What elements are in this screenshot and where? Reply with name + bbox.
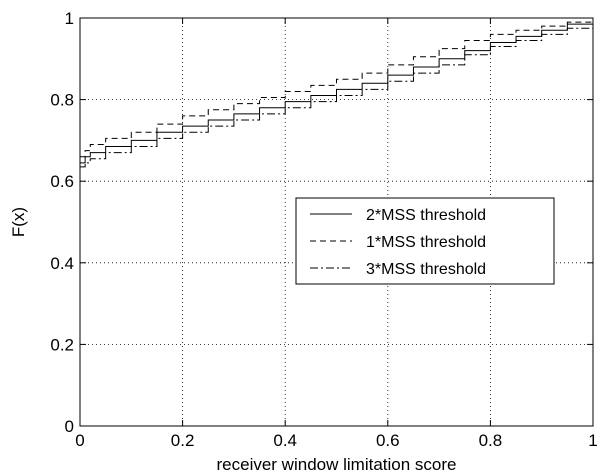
x-tick-label: 0.8 (479, 431, 503, 450)
legend-entry-1: 2*MSS threshold (366, 207, 486, 224)
series-line-3 (80, 20, 594, 168)
y-tick-label: 0.8 (50, 91, 74, 110)
y-tick-label: 0.4 (50, 254, 74, 273)
series-line-1 (80, 18, 594, 164)
x-tick-label: 0.2 (171, 431, 195, 450)
x-tick-label: 0.4 (273, 431, 297, 450)
y-tick-label: 0.6 (50, 172, 74, 191)
legend-box (295, 197, 555, 285)
legend-entry-3: 3*MSS threshold (366, 261, 486, 278)
series-line-2 (80, 18, 594, 158)
x-axis-label: receiver window limitation score (217, 455, 457, 474)
x-tick-label: 0 (75, 431, 84, 450)
axis-ticks: 0 0.2 0.4 0.6 0.8 1 0 0.2 0.4 0.6 0.8 1 (50, 9, 597, 450)
y-tick-label: 0 (65, 417, 74, 436)
y-tick-label: 1 (65, 9, 74, 28)
legend: 2*MSS threshold 1*MSS threshold 3*MSS thre… (295, 197, 555, 285)
legend-entry-2: 1*MSS threshold (366, 234, 486, 251)
x-tick-label: 0.6 (376, 431, 400, 450)
series-lines (80, 18, 594, 168)
x-tick-label: 1 (588, 431, 597, 450)
plot-area-frame (79, 17, 594, 427)
y-axis-label: F(x) (9, 207, 28, 237)
y-tick-label: 0.2 (50, 335, 74, 354)
